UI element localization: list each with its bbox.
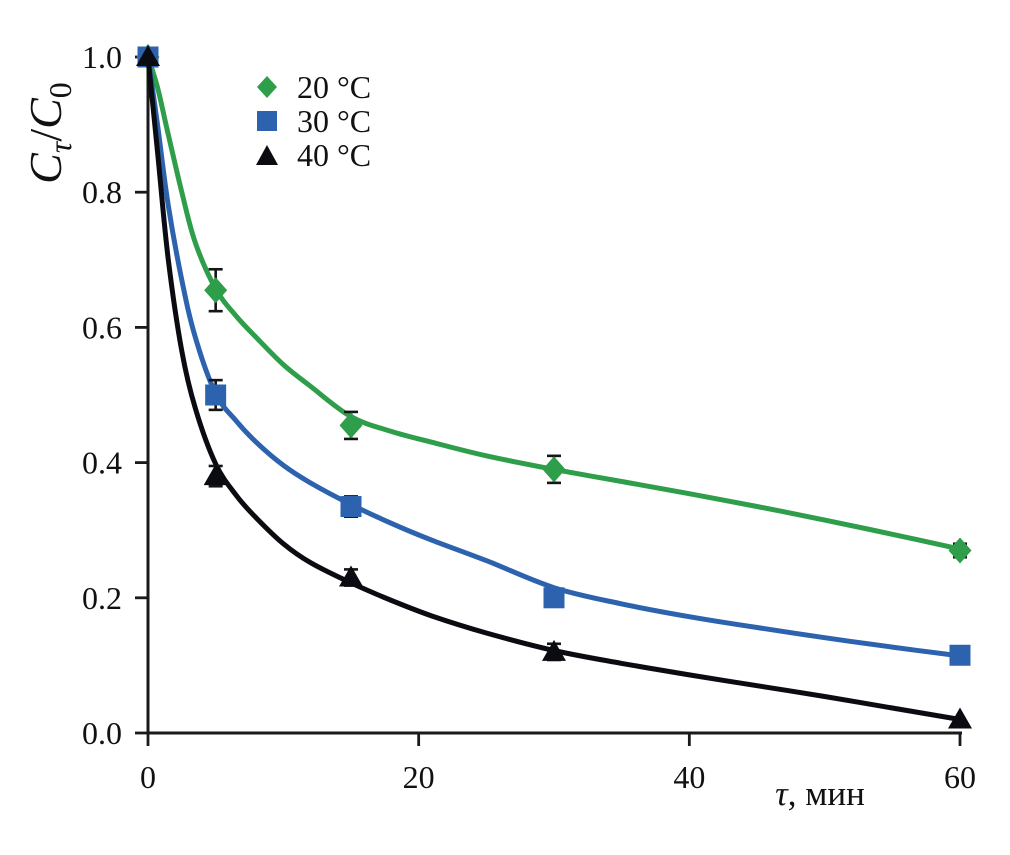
y-tick-label: 0.8 [82, 174, 122, 210]
data-point-triangle [203, 464, 228, 486]
data-point-diamond [339, 412, 363, 439]
data-point-triangle [948, 707, 972, 729]
y-label-sub-tau: τ [42, 141, 78, 154]
y-axis-label: Cτ/C0 [20, 23, 78, 243]
legend-label-40c: 40 °C [297, 136, 372, 173]
fit-line-diamond [145, 54, 963, 552]
legend-label-20c: 20 °C [297, 68, 372, 105]
data-point-diamond [542, 456, 566, 483]
y-tick-label: 1.0 [82, 39, 122, 75]
y-label-slash: / [20, 128, 71, 142]
y-tick-label: 0.0 [82, 715, 122, 751]
data-point-diamond [948, 537, 972, 564]
legend-item-40c: 40 °C [254, 136, 372, 173]
legend-label-30c: 30 °C [297, 102, 372, 139]
x-tick-label: 0 [140, 759, 156, 795]
x-tick-label: 40 [673, 759, 705, 795]
y-label-sub-zero: 0 [42, 82, 78, 99]
legend-triangle-icon [256, 145, 278, 165]
legend-item-20c: 20 °C [254, 68, 372, 105]
legend: 20 °C 30 °C 40 °C [254, 68, 372, 173]
x-tick-label: 60 [944, 759, 976, 795]
legend-square-icon [257, 111, 277, 131]
legend-item-30c: 30 °C [254, 102, 372, 139]
data-point-square [543, 587, 565, 609]
data-point-diamond [204, 277, 228, 304]
data-point-triangle [542, 639, 566, 661]
y-tick-label: 0.2 [82, 580, 122, 616]
data-point-square [949, 644, 971, 666]
y-tick-label: 0.4 [82, 445, 122, 481]
x-axis-label: τ, мин [700, 774, 940, 814]
y-label-c2: C [20, 98, 71, 129]
x-label-units: , мин [787, 774, 865, 813]
y-label-c1: C [20, 153, 71, 184]
x-tick-label: 20 [403, 759, 435, 795]
data-point-square [205, 384, 227, 406]
data-point-square [340, 496, 362, 518]
legend-diamond-icon [257, 76, 277, 98]
data-point-triangle [339, 565, 363, 587]
x-label-tau: τ [775, 774, 788, 813]
data-point-triangle [136, 45, 160, 66]
y-tick-label: 0.6 [82, 309, 122, 345]
